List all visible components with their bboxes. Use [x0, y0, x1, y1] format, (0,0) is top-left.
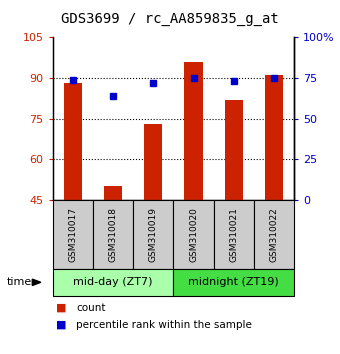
Text: GSM310019: GSM310019 [149, 207, 158, 262]
Text: GSM310020: GSM310020 [189, 207, 198, 262]
Bar [225, 99, 243, 200]
Text: ■: ■ [56, 320, 67, 330]
Text: time: time [7, 277, 32, 287]
Text: GSM310017: GSM310017 [68, 207, 77, 262]
Text: ■: ■ [56, 303, 67, 313]
Polygon shape [32, 279, 41, 285]
Text: GDS3699 / rc_AA859835_g_at: GDS3699 / rc_AA859835_g_at [61, 12, 279, 27]
Text: mid-day (ZT7): mid-day (ZT7) [73, 277, 153, 287]
Bar [104, 187, 122, 200]
Bar [144, 124, 162, 200]
Text: GSM310018: GSM310018 [108, 207, 118, 262]
Bar [185, 62, 203, 200]
Text: percentile rank within the sample: percentile rank within the sample [76, 320, 252, 330]
Text: GSM310022: GSM310022 [270, 207, 278, 262]
Text: GSM310021: GSM310021 [229, 207, 238, 262]
Bar [265, 75, 283, 200]
Text: midnight (ZT19): midnight (ZT19) [188, 277, 279, 287]
Bar [64, 83, 82, 200]
Text: count: count [76, 303, 106, 313]
